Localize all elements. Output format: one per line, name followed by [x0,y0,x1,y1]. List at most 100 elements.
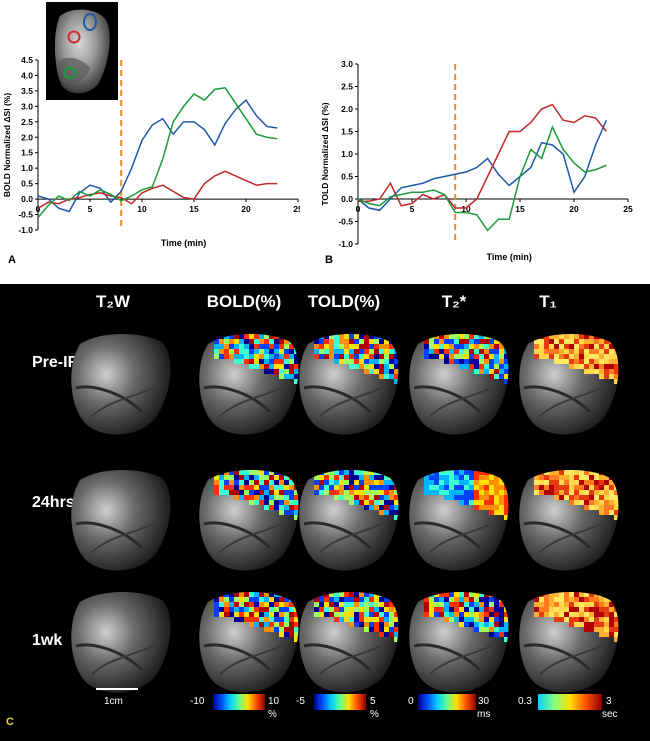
series-line-blue-ROI [37,99,278,213]
colorbar-t1-max: 3 [606,696,612,707]
x-tick-label: 0 [36,204,41,214]
panel-label-c: C [6,716,14,728]
y-axis-title: TOLD Normalized ΔSI (%) [320,102,330,205]
series-line-red-ROI [37,170,278,210]
y-tick-label: 0.5 [21,179,33,189]
roi-green-marker [63,67,77,79]
parametric-overlay [214,470,299,520]
y-tick-label: -0.5 [18,210,33,220]
x-tick-label: 25 [623,204,633,214]
series-line-blue-ROI [357,119,608,212]
column-header-t2w: T₂W [96,292,130,311]
parametric-overlay [534,334,619,384]
y-tick-label: 4.0 [21,70,33,80]
mri-cell-r2-c4 [519,592,619,693]
column-header-bold: BOLD(%) [206,292,282,311]
colorbar-t1 [538,694,602,710]
mri-cell-r1-c2 [299,470,399,571]
roi-blue-marker [83,13,97,31]
colorbar-told-min: -5 [296,696,305,707]
colorbar-bold-max: 10 [268,696,280,707]
column-header-t2star: T₂* [441,292,467,311]
y-tick-label: 1.0 [341,149,353,159]
y-tick-label: 2.0 [21,132,33,142]
mri-cell-r1-c0 [71,470,171,571]
panel-label-a: A [8,254,16,266]
x-tick-label: 20 [241,204,251,214]
row-header-pre-ir: Pre-IR [32,354,80,371]
y-tick-label: 3.0 [21,101,33,111]
y-tick-label: 1.5 [21,148,33,158]
mri-maps-panel: T₂W BOLD(%) TOLD(%) T₂* T₁ Pre-IR 24hrs … [0,284,650,741]
x-tick-label: 20 [569,204,579,214]
y-axis-title: BOLD Normalized ΔSI (%) [2,93,12,198]
bold-chart: -1.0 -0.5 0.0 0.5 1.0 1.5 2.0 2.5 3.0 3.5 4.0 4.5 0 5… [2,55,300,248]
y-tick-label: -1.0 [338,239,353,249]
x-tick-label: 15 [189,204,199,214]
x-tick-label: 5 [88,204,93,214]
mri-cell-r0-c2 [299,334,399,435]
mri-cell-r2-c0 [71,592,171,693]
mri-cell-r0-c3 [409,334,509,435]
column-header-told: TOLD(%) [307,292,381,311]
mri-cell-r1-c1 [199,470,299,571]
series-line-green-ROI [37,87,278,219]
row-header-1wk: 1wk [32,632,63,649]
y-tick-label: 3.0 [341,59,353,69]
x-axis-title: Time (min) [161,238,206,248]
series-line-red-ROI [358,103,607,209]
colorbar-bold-unit: % [268,709,277,720]
parametric-overlay [214,592,299,642]
x-tick-label: 10 [137,204,147,214]
colorbar-bold [213,694,265,710]
scale-bar-label: 1cm [104,696,123,707]
y-tick-label: -0.5 [338,217,353,227]
told-chart: -1.0 -0.5 0.0 0.5 1.0 1.5 2.0 2.5 3.0 0 5 10 15 20 25 T… [320,59,633,262]
colorbar-t1-unit: sec [602,709,618,720]
column-header-t1: T₁ [539,292,557,311]
x-tick-label: 25 [293,204,300,214]
y-tick-label: 0.0 [341,194,353,204]
y-tick-label: 0.5 [341,172,353,182]
colorbar-t1-min: 0.3 [518,696,532,707]
colorbar-t2star-min: 0 [408,696,414,707]
colorbar-told [314,694,366,710]
tissue-anatomy [71,334,171,435]
roi-red-marker [67,30,81,44]
mri-cell-r2-c3 [409,592,509,693]
series-line-green-ROI [357,125,607,232]
scale-bar [96,688,138,690]
mri-cell-r1-c3 [409,470,509,571]
colorbar-told-max: 5 [370,696,376,707]
y-tick-label: 2.5 [341,82,353,92]
y-tick-label: 1.5 [341,127,353,137]
x-tick-label: 15 [515,204,525,214]
y-tick-label: 1.0 [21,163,33,173]
mri-cell-r0-c0 [71,334,171,435]
panel-label-b: B [325,254,333,266]
x-tick-label: 10 [461,204,471,214]
mri-cell-r0-c4 [519,334,619,435]
mri-cell-r2-c1 [199,592,299,693]
x-axis-title: Time (min) [487,252,532,262]
row-header-24hrs: 24hrs [32,494,75,511]
y-tick-label: 2.0 [341,104,353,114]
colorbar-t2star-max: 30 [478,696,490,707]
mri-cell-r0-c1 [199,334,299,435]
y-tick-label: 4.5 [21,55,33,65]
tissue-anatomy [71,470,171,571]
y-tick-label: -1.0 [18,225,33,235]
x-tick-label: 0 [356,204,361,214]
parametric-overlay [424,592,509,642]
mri-cell-r2-c2 [299,592,399,693]
y-tick-label: 2.5 [21,117,33,127]
colorbar-t2star-unit: ms [477,709,491,720]
mri-cell-r1-c4 [519,470,619,571]
x-tick-label: 5 [410,204,415,214]
tissue-anatomy [71,592,171,693]
colorbar-bold-min: -10 [190,696,205,707]
colorbar-t2star [418,694,476,710]
roi-inset-image [46,2,118,100]
colorbar-told-unit: % [370,709,379,720]
y-tick-label: 3.5 [21,86,33,96]
